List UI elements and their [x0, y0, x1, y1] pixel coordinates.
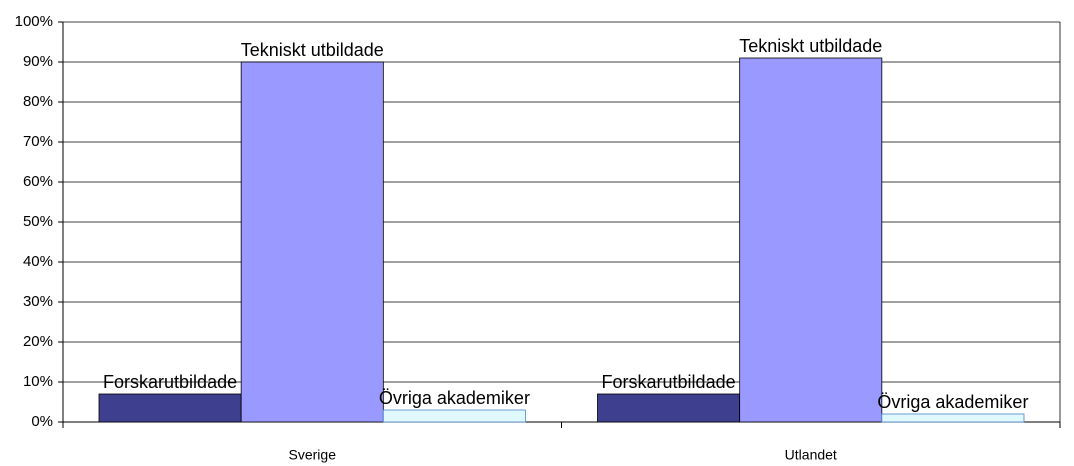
y-tick-label: 0%: [31, 413, 53, 430]
bar: [739, 57, 883, 423]
y-tick-label: 40%: [23, 253, 53, 270]
bar: [382, 409, 526, 423]
y-tick-label: 20%: [23, 333, 53, 350]
bar: [597, 393, 741, 423]
data-label: Tekniskt utbildade: [739, 36, 882, 56]
data-label: Övriga akademiker: [877, 392, 1028, 412]
y-tick-label: 80%: [23, 93, 53, 110]
y-tick-label: 100%: [15, 13, 53, 30]
y-tick-label: 10%: [23, 373, 53, 390]
x-tick-label: Utlandet: [785, 447, 837, 463]
y-tick-label: 60%: [23, 173, 53, 190]
bar: [240, 61, 384, 423]
data-label: Övriga akademiker: [379, 388, 530, 408]
data-label: Forskarutbildade: [103, 372, 237, 392]
bar: [881, 413, 1025, 423]
y-tick-label: 90%: [23, 53, 53, 70]
y-tick-label: 50%: [23, 213, 53, 230]
x-tick-label: Sverige: [289, 447, 337, 463]
bar: [98, 393, 242, 423]
data-label: Forskarutbildade: [602, 372, 736, 392]
y-tick-label: 30%: [23, 293, 53, 310]
data-label: Tekniskt utbildade: [241, 40, 384, 60]
y-tick-label: 70%: [23, 133, 53, 150]
